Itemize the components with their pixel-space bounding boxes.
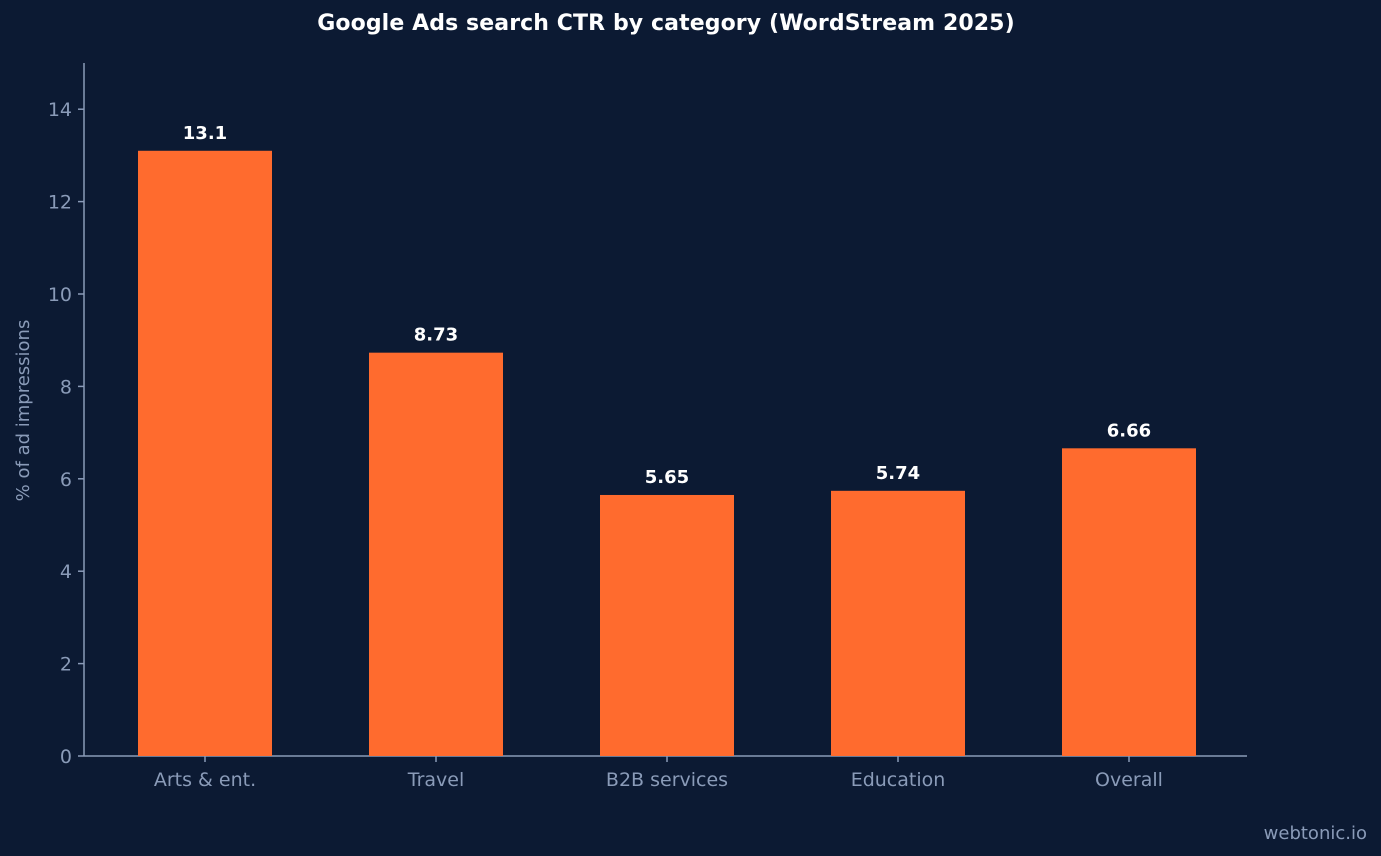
x-tick-label: Arts & ent. — [154, 769, 256, 791]
y-tick-label: 6 — [60, 469, 72, 491]
y-axis-title: % of ad impressions — [13, 320, 34, 502]
y-tick-label: 12 — [48, 192, 72, 214]
y-tick-label: 2 — [60, 654, 72, 676]
x-tick-label: B2B services — [606, 769, 728, 791]
y-tick-label: 14 — [48, 99, 72, 121]
bar-value-label: 6.66 — [1107, 420, 1151, 441]
bar-value-label: 13.1 — [183, 123, 227, 144]
bar-value-label: 8.73 — [414, 325, 458, 346]
x-tick-label: Travel — [407, 769, 464, 791]
chart-title: Google Ads search CTR by category (WordS… — [317, 11, 1015, 36]
bar — [600, 494, 734, 756]
bar — [831, 490, 965, 756]
bar-value-label: 5.65 — [645, 467, 689, 488]
x-tick-label: Overall — [1095, 769, 1163, 791]
bar — [138, 150, 272, 756]
bar-value-label: 5.74 — [876, 463, 920, 484]
y-tick-label: 10 — [48, 284, 72, 306]
y-tick-label: 8 — [60, 376, 72, 398]
bar — [369, 352, 503, 756]
y-tick-label: 0 — [60, 746, 72, 768]
x-tick-label: Education — [851, 769, 946, 791]
bar — [1062, 448, 1196, 756]
y-tick-label: 4 — [60, 561, 72, 583]
watermark: webtonic.io — [1263, 823, 1367, 844]
